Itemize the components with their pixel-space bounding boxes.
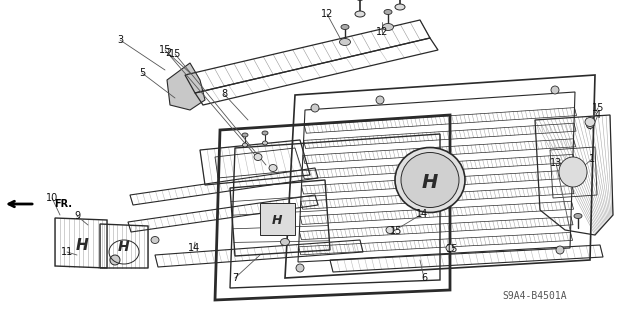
Text: 8: 8 — [221, 89, 227, 99]
Text: 15: 15 — [159, 45, 171, 55]
Text: H: H — [118, 240, 130, 254]
Text: H: H — [422, 174, 438, 192]
Ellipse shape — [395, 147, 465, 212]
Text: S9A4-B4501A: S9A4-B4501A — [502, 291, 566, 301]
Ellipse shape — [243, 143, 248, 147]
Text: 12: 12 — [321, 9, 333, 19]
Ellipse shape — [262, 131, 268, 135]
Text: 5: 5 — [139, 68, 145, 78]
Ellipse shape — [401, 152, 459, 207]
Circle shape — [568, 171, 576, 179]
Text: 1: 1 — [589, 154, 595, 164]
Polygon shape — [167, 63, 205, 110]
Ellipse shape — [110, 255, 120, 265]
Text: 6: 6 — [421, 273, 427, 283]
Text: 9: 9 — [74, 211, 80, 221]
Text: 7: 7 — [232, 273, 238, 283]
Circle shape — [311, 104, 319, 112]
Text: 15: 15 — [446, 244, 458, 254]
Text: 4: 4 — [595, 110, 601, 120]
Ellipse shape — [262, 141, 268, 145]
Ellipse shape — [339, 39, 351, 46]
Ellipse shape — [280, 239, 289, 246]
Text: 14: 14 — [188, 243, 200, 253]
Text: 11: 11 — [61, 247, 73, 257]
Ellipse shape — [395, 4, 405, 10]
Ellipse shape — [242, 133, 248, 137]
Ellipse shape — [585, 117, 595, 127]
Circle shape — [376, 96, 384, 104]
Bar — [260, 203, 295, 235]
Ellipse shape — [586, 122, 593, 129]
Text: FR.: FR. — [54, 199, 72, 209]
Circle shape — [296, 264, 304, 272]
Ellipse shape — [151, 236, 159, 243]
Text: 15: 15 — [592, 103, 604, 113]
Text: 10: 10 — [46, 193, 58, 203]
Text: 13: 13 — [550, 158, 562, 168]
Text: 2: 2 — [165, 48, 171, 58]
Ellipse shape — [355, 11, 365, 17]
Text: 15: 15 — [169, 49, 181, 59]
Text: 14: 14 — [416, 209, 428, 219]
Ellipse shape — [386, 226, 394, 234]
Ellipse shape — [341, 25, 349, 29]
Text: 15: 15 — [390, 226, 402, 236]
Text: 12: 12 — [376, 27, 388, 37]
Circle shape — [556, 246, 564, 254]
Ellipse shape — [254, 153, 262, 160]
Text: H: H — [76, 238, 88, 253]
Ellipse shape — [356, 0, 364, 1]
Ellipse shape — [574, 213, 582, 219]
Ellipse shape — [383, 24, 394, 31]
Ellipse shape — [269, 165, 277, 172]
Text: H: H — [272, 213, 282, 226]
Circle shape — [551, 86, 559, 94]
Ellipse shape — [384, 10, 392, 14]
Ellipse shape — [559, 157, 587, 187]
Text: 3: 3 — [117, 35, 123, 45]
Ellipse shape — [446, 244, 454, 251]
